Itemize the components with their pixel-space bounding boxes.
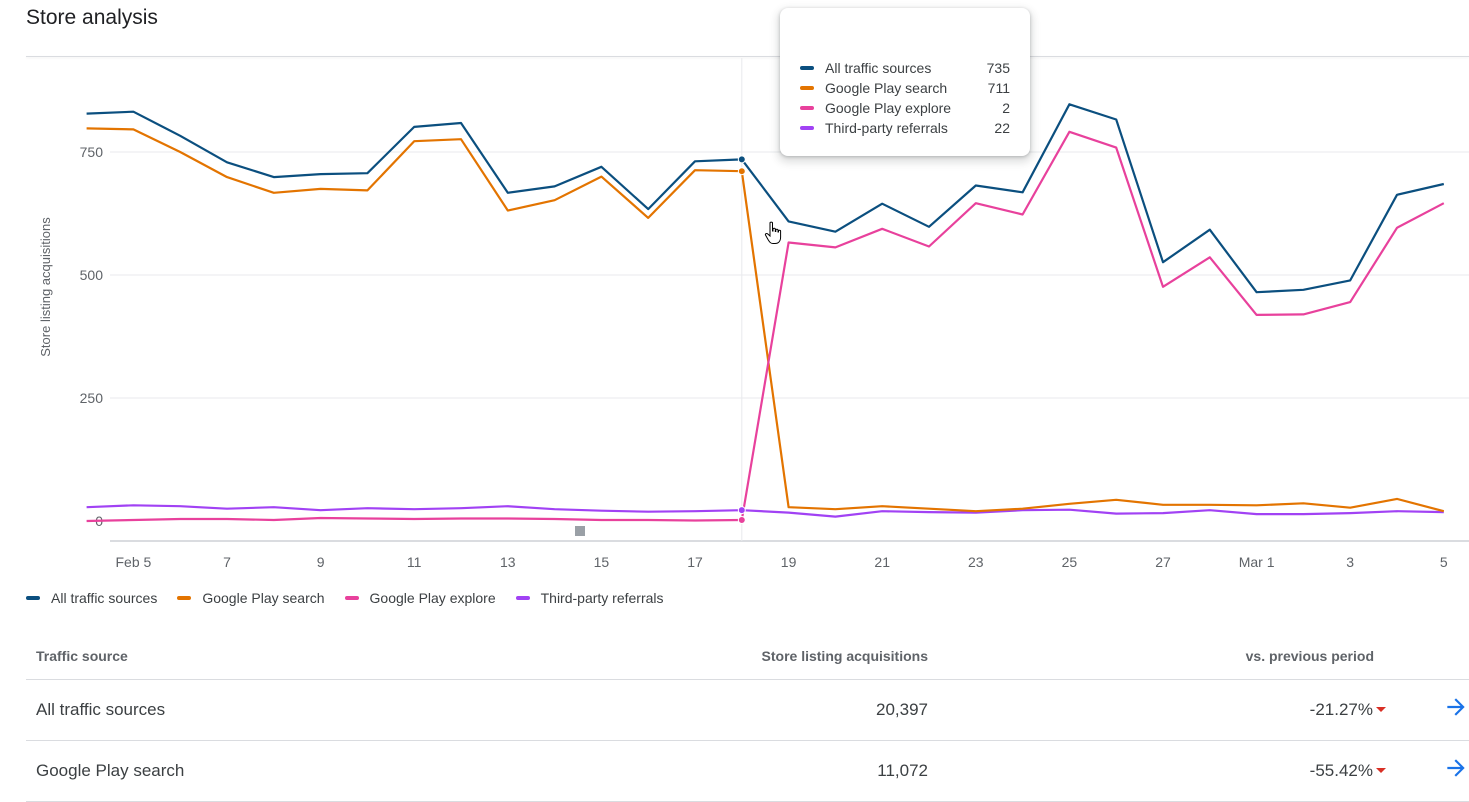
table-row[interactable]: All traffic sources 20,397 -21.27% <box>26 680 1469 741</box>
x-tick-label: 7 <box>223 554 231 570</box>
series-swatch <box>800 106 814 110</box>
tooltip-value: 22 <box>994 120 1010 136</box>
legend-item[interactable]: Google Play explore <box>344 590 496 606</box>
legend-label: All traffic sources <box>51 590 158 606</box>
tooltip-value: 2 <box>1002 100 1010 116</box>
row-acquisitions: 20,397 <box>876 700 928 719</box>
legend-item[interactable]: Google Play search <box>177 590 325 606</box>
row-change: -21.27% <box>1309 700 1373 719</box>
x-tick-label: 13 <box>500 554 516 570</box>
x-tick-label: 19 <box>781 554 797 570</box>
legend-label: Google Play search <box>202 590 325 606</box>
tooltip-value: 711 <box>987 80 1010 96</box>
x-tick-label: 17 <box>687 554 703 570</box>
series-line <box>86 103 1445 294</box>
x-tick-label: 3 <box>1346 554 1354 570</box>
hover-point <box>737 506 746 515</box>
header-traffic-source[interactable]: Traffic source <box>36 648 128 664</box>
series-swatch <box>344 596 359 600</box>
series-line <box>86 127 1445 513</box>
series-swatch <box>800 86 814 90</box>
series-swatch <box>177 596 192 600</box>
header-vs-previous[interactable]: vs. previous period <box>1245 648 1374 664</box>
tooltip-label: Google Play search <box>825 80 948 96</box>
decrease-triangle-icon <box>1376 707 1386 712</box>
header-acquisitions[interactable]: Store listing acquisitions <box>761 648 928 664</box>
x-tick-label: 11 <box>407 554 422 570</box>
series-swatch <box>26 596 40 600</box>
series-swatch <box>515 596 530 600</box>
page-title: Store analysis <box>26 6 158 29</box>
hand-cursor-icon <box>764 221 782 244</box>
chart-tooltip: All traffic sources 735 Google Play search… <box>780 8 1030 156</box>
traffic-source-table: Traffic source Store listing acquisition… <box>26 630 1469 802</box>
hover-point <box>737 167 746 176</box>
row-source: Google Play search <box>36 761 185 780</box>
legend-label: Google Play explore <box>369 590 496 606</box>
tooltip-row: All traffic sources 735 <box>800 58 1010 78</box>
series-line <box>86 516 742 523</box>
table-header: Traffic source Store listing acquisition… <box>26 630 1469 680</box>
series-line <box>86 504 1444 518</box>
y-axis-title: Store listing acquisitions <box>38 217 53 357</box>
y-tick-label: 250 <box>80 390 104 406</box>
row-source: All traffic sources <box>36 700 166 719</box>
x-tick-label: 27 <box>1155 554 1171 570</box>
tooltip-row: Google Play search 711 <box>800 78 1010 98</box>
x-tick-label: Mar 1 <box>1239 554 1275 570</box>
tooltip-label: All traffic sources <box>825 60 932 76</box>
tooltip-row: Google Play explore 2 <box>800 98 1010 118</box>
series-line <box>740 130 1445 521</box>
y-tick-label: 750 <box>80 144 104 160</box>
hover-point <box>737 516 746 525</box>
y-tick-label: 500 <box>80 267 104 283</box>
annotation-marker[interactable] <box>575 526 585 536</box>
series-swatch <box>800 66 814 70</box>
hover-point <box>737 155 746 164</box>
chart-legend: All traffic sources Google Play search Goo… <box>26 590 684 606</box>
tooltip-label: Third-party referrals <box>825 120 948 136</box>
series-swatch <box>800 126 814 130</box>
decrease-triangle-icon <box>1376 768 1386 773</box>
x-tick-label: 21 <box>874 554 890 570</box>
row-acquisitions: 11,072 <box>877 761 928 780</box>
x-tick-label: Feb 5 <box>115 554 151 570</box>
x-tick-label: 5 <box>1440 554 1448 570</box>
table-row[interactable]: Google Play search 11,072 -55.42% <box>26 741 1469 802</box>
tooltip-row: Third-party referrals 22 <box>800 118 1010 138</box>
legend-item[interactable]: Third-party referrals <box>515 590 664 606</box>
row-change: -55.42% <box>1309 761 1373 780</box>
x-tick-label: 25 <box>1062 554 1078 570</box>
x-tick-label: 15 <box>594 554 610 570</box>
x-tick-label: 9 <box>317 554 325 570</box>
arrow-forward-icon[interactable] <box>1443 755 1469 781</box>
x-tick-label: 23 <box>968 554 984 570</box>
title-divider <box>26 56 1469 57</box>
legend-item[interactable]: All traffic sources <box>26 590 157 606</box>
legend-label: Third-party referrals <box>540 590 664 606</box>
arrow-forward-icon[interactable] <box>1443 694 1469 720</box>
tooltip-label: Google Play explore <box>825 100 952 116</box>
tooltip-value: 735 <box>986 60 1010 76</box>
